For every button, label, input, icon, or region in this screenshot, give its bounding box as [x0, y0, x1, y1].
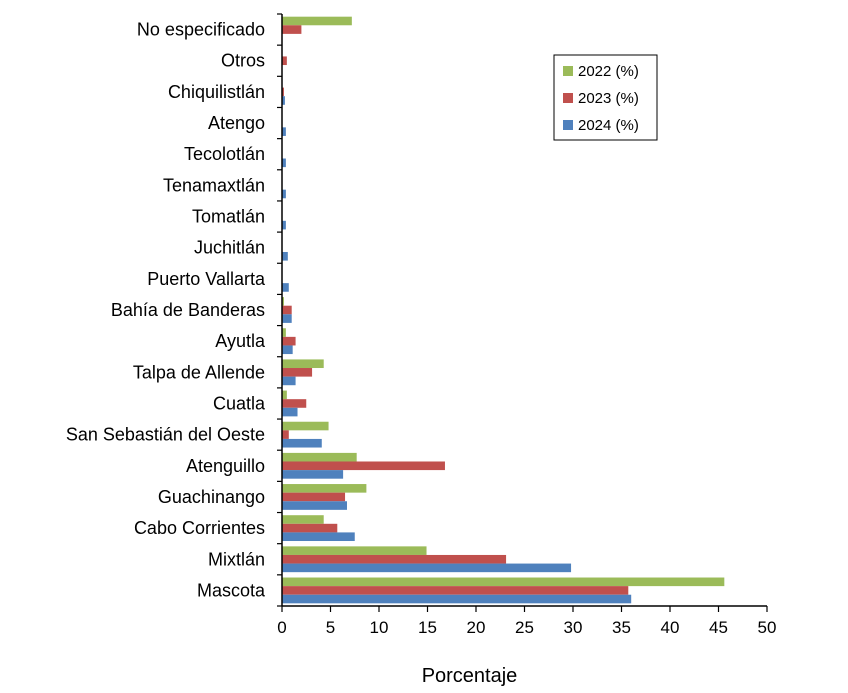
- category-label: Mixtlán: [208, 549, 265, 569]
- bar: [282, 251, 288, 261]
- bar: [282, 470, 344, 479]
- x-tick-label: 40: [661, 618, 680, 637]
- bar: [282, 359, 324, 369]
- legend-label: 2022 (%): [578, 63, 639, 80]
- bar: [282, 376, 296, 386]
- bar: [282, 328, 286, 337]
- category-label: Tenamaxtlán: [163, 175, 265, 195]
- bar: [282, 523, 338, 533]
- bar: [282, 189, 286, 199]
- x-tick-label: 25: [515, 618, 534, 637]
- bar: [282, 314, 292, 323]
- x-ticks-group: 0 5 10 15 20 25 30 35 40 45 50: [277, 13, 777, 637]
- category-label: Otros: [221, 51, 265, 71]
- bar: [282, 56, 287, 66]
- bar: [282, 336, 296, 346]
- bar: [282, 484, 367, 493]
- bar: [282, 532, 355, 542]
- bar: [282, 87, 284, 97]
- bar: [282, 492, 346, 502]
- category-label: Mascota: [197, 580, 266, 600]
- category-label: Chiquilistlán: [168, 82, 265, 102]
- x-tick-label: 15: [418, 618, 437, 637]
- bar: [282, 390, 287, 400]
- bar: [282, 594, 632, 604]
- category-label: Atenguillo: [186, 456, 265, 476]
- bar: [282, 345, 293, 355]
- legend-label: 2023 (%): [578, 90, 639, 107]
- legend-swatch: [563, 120, 573, 130]
- category-labels-group: No especificado Otros Chiquilistlán Atengo T…: [66, 20, 266, 601]
- bar: [282, 430, 289, 439]
- bar: [282, 586, 629, 595]
- bar: [282, 25, 302, 34]
- bar: [282, 16, 352, 26]
- bar: [282, 399, 307, 408]
- category-label: Cabo Corrientes: [134, 518, 265, 538]
- x-tick-label: 20: [467, 618, 486, 637]
- category-label: Puerto Vallarta: [147, 269, 266, 289]
- bar: [282, 452, 357, 462]
- bar: [282, 368, 313, 377]
- bar: [282, 563, 572, 573]
- legend-label: 2024 (%): [578, 117, 639, 134]
- legend-swatch: [563, 93, 573, 103]
- bar: [282, 438, 322, 448]
- category-label: Bahía de Banderas: [111, 300, 265, 320]
- x-tick-label: 45: [709, 618, 728, 637]
- bar: [282, 577, 725, 587]
- bar: [282, 546, 427, 555]
- bar: [282, 515, 324, 524]
- category-label: Tomatlán: [192, 207, 265, 227]
- bars-group: [282, 16, 725, 604]
- category-label: Juchitlán: [194, 238, 265, 258]
- bar: [282, 501, 347, 510]
- bar: [282, 305, 292, 315]
- bar: [282, 297, 284, 306]
- x-tick-label: 30: [564, 618, 583, 637]
- bar: [282, 220, 286, 230]
- legend: 2022 (%) 2023 (%) 2024 (%): [553, 54, 658, 141]
- category-label: Cuatla: [213, 393, 266, 413]
- category-label: San Sebastián del Oeste: [66, 425, 265, 445]
- category-label: Tecolotlán: [184, 144, 265, 164]
- x-axis-title: Porcentaje: [422, 665, 518, 687]
- category-label: Atengo: [208, 113, 265, 133]
- bar: [282, 461, 445, 471]
- x-tick-label: 50: [758, 618, 777, 637]
- legend-swatch: [563, 66, 573, 76]
- bar: [282, 96, 285, 105]
- bar: [282, 421, 329, 431]
- bar: [282, 127, 286, 136]
- bar: [282, 554, 507, 564]
- bar: [282, 283, 289, 292]
- category-label: Ayutla: [215, 331, 266, 351]
- category-label: Talpa de Allende: [133, 362, 265, 382]
- x-tick-label: 0: [277, 618, 286, 637]
- x-tick-label: 10: [370, 618, 389, 637]
- bar: [282, 158, 286, 168]
- x-tick-label: 5: [326, 618, 335, 637]
- category-label: Guachinango: [158, 487, 265, 507]
- x-tick-label: 35: [612, 618, 631, 637]
- category-label: No especificado: [137, 20, 265, 40]
- bar: [282, 407, 298, 417]
